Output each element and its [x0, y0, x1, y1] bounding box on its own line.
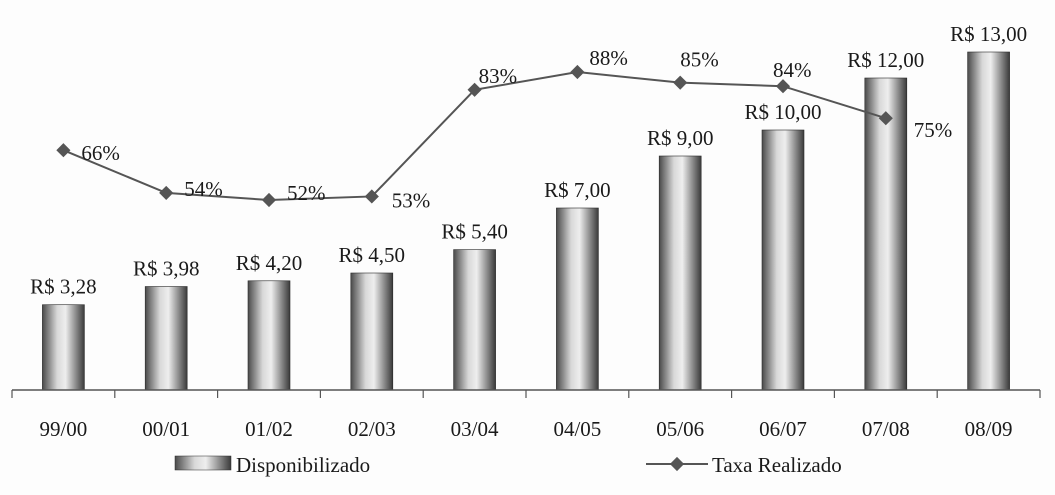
taxa-marker-99-00 — [56, 143, 71, 158]
taxa-marker-06-07 — [775, 79, 791, 94]
bar-00-01 — [144, 286, 188, 391]
bar-value-label: R$ 12,00 — [847, 48, 924, 72]
x-tick-label: 07/08 — [862, 417, 910, 441]
legend: Disponibilizado Taxa Realizado — [174, 453, 842, 477]
bars-layer — [42, 51, 1010, 391]
taxa-marker-03-04 — [467, 82, 482, 97]
bar-07-08 — [864, 77, 908, 391]
taxa-value-label: 66% — [81, 141, 120, 165]
bar-value-label: R$ 4,50 — [339, 243, 406, 267]
taxa-marker-02-03 — [364, 189, 379, 204]
bar-01-02 — [247, 280, 291, 391]
bar-02-03 — [350, 272, 394, 391]
bar-05-06 — [658, 155, 702, 391]
taxa-marker-01-02 — [261, 192, 277, 208]
taxa-value-label: 85% — [680, 48, 719, 72]
bar-value-label: R$ 9,00 — [647, 126, 714, 150]
taxa-value-label: 75% — [914, 118, 953, 142]
legend-marker — [669, 456, 685, 472]
bar-04-05 — [556, 207, 599, 391]
taxa-value-label: 84% — [773, 58, 812, 82]
taxa-marker-04-05 — [570, 64, 585, 80]
taxa-value-label: 88% — [589, 46, 628, 70]
bar-08-09 — [967, 51, 1010, 391]
bar-value-label: R$ 4,20 — [236, 251, 303, 275]
bar-03-04 — [453, 249, 496, 391]
x-tick-label: 06/07 — [759, 417, 807, 441]
bar-value-label: R$ 10,00 — [744, 100, 821, 124]
taxa-value-label: 54% — [184, 177, 223, 201]
taxa-marker-07-08 — [878, 111, 893, 126]
taxa-value-label: 83% — [479, 64, 517, 88]
taxa-value-label: 53% — [392, 188, 431, 212]
bar-06-07 — [761, 129, 805, 391]
taxa-value-label: 52% — [287, 181, 326, 205]
bar-value-label: R$ 13,00 — [950, 22, 1027, 46]
bar-value-label: R$ 3,28 — [30, 275, 97, 299]
taxa-marker-00-01 — [159, 185, 174, 200]
line-layer — [56, 64, 893, 208]
x-tick-label: 04/05 — [553, 417, 601, 441]
taxa-marker-05-06 — [673, 75, 688, 90]
x-tick-label: 99/00 — [39, 417, 87, 441]
x-tick-label: 03/04 — [451, 417, 499, 441]
bar-value-label: R$ 3,98 — [133, 257, 200, 281]
bar-labels-layer: R$ 3,28 R$ 3,98 R$ 4,20 R$ 4,50 R$ 5,40 R$ 7,… — [30, 22, 1027, 299]
line-labels-layer: 66% 54% 52% 53% 83% 88% 85% 84% 75% — [81, 46, 952, 212]
x-tick-label: 02/03 — [348, 417, 396, 441]
x-tick-label: 05/06 — [656, 417, 704, 441]
legend-label-taxa-realizado: Taxa Realizado — [712, 453, 842, 477]
legend-bar-swatch — [174, 455, 232, 471]
x-axis: 99/00 00/01 01/02 02/03 03/04 04/05 05/06 06/07… — [11, 389, 1041, 441]
legend-label-disponibilizado: Disponibilizado — [236, 453, 370, 477]
x-tick-label: 08/09 — [965, 417, 1013, 441]
bar-99-00 — [42, 304, 85, 391]
x-tick-label: 00/01 — [142, 417, 190, 441]
bar-value-label: R$ 7,00 — [544, 178, 611, 202]
bar-value-label: R$ 5,40 — [441, 220, 508, 244]
x-tick-label: 01/02 — [245, 417, 293, 441]
